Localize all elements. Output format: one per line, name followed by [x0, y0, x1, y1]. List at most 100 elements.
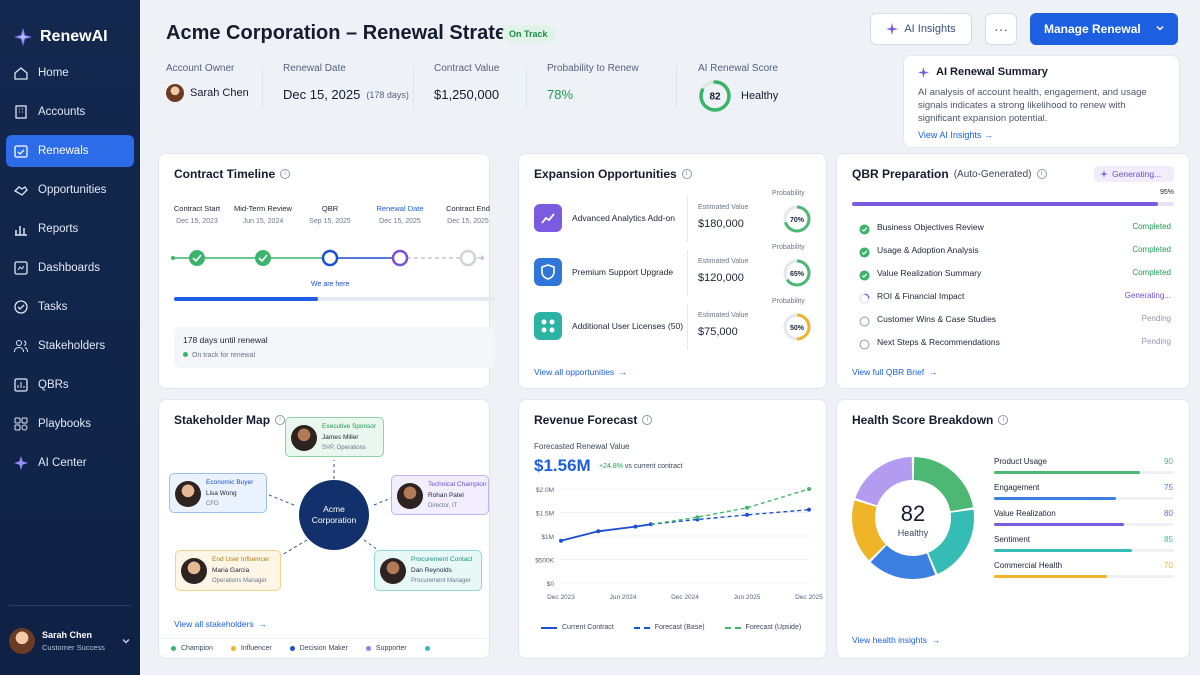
y-tick-label: $500K: [535, 558, 554, 565]
users-icon: [534, 312, 562, 340]
card-title: Revenue Forecast: [534, 413, 638, 427]
info-icon[interactable]: i: [642, 415, 653, 425]
legend-dot: [424, 646, 430, 651]
forecast-delta: +24.8%: [599, 463, 623, 470]
nav-item-stakeholders[interactable]: Stakeholders: [6, 330, 134, 362]
stakeholder-node[interactable]: Procurement Contact Dan Reynolds Procureme…: [374, 550, 482, 591]
info-icon[interactable]: i: [998, 415, 1009, 425]
nav-item-playbooks[interactable]: Playbooks: [6, 408, 134, 440]
owner-name[interactable]: Sarah Chen: [190, 87, 249, 99]
view-qbr-brief-link[interactable]: View full QBR Brief →: [852, 367, 938, 377]
user-profile[interactable]: Sarah Chen Customer Success: [9, 605, 131, 675]
card-title: Health Score Breakdown: [852, 413, 994, 427]
user-name: Sarah Chen: [42, 629, 93, 640]
manage-renewal-button[interactable]: Manage Renewal: [1030, 13, 1178, 45]
stakeholder-name: James Miller: [322, 434, 359, 441]
donut-slice[interactable]: [870, 545, 936, 579]
milestone-end-icon[interactable]: [459, 249, 477, 267]
stakeholder-name: Lisa Wong: [206, 490, 237, 497]
qbr-item-label: Value Realization Summary: [877, 268, 982, 278]
legend-label: Champion: [181, 645, 213, 652]
score-ring: 82: [699, 80, 731, 112]
metric-label: AI Renewal Score: [698, 63, 779, 74]
bar-chart-icon: [15, 226, 27, 236]
nav-label: Tasks: [38, 301, 68, 313]
view-all-stakeholders-link[interactable]: View all stakeholders →: [174, 619, 267, 629]
nav-item-reports[interactable]: Reports: [6, 213, 134, 245]
stakeholder-avatar: [291, 425, 317, 451]
view-ai-insights-link[interactable]: View AI Insights →: [918, 130, 993, 140]
view-health-insights-link[interactable]: View health insights →: [852, 635, 941, 645]
sparkle-icon: [1100, 170, 1108, 178]
opportunity-name: Advanced Analytics Add-on: [572, 213, 676, 223]
health-bar-fill: [994, 523, 1124, 526]
info-icon[interactable]: i: [681, 169, 692, 179]
opportunity-name: Premium Support Upgrade: [572, 267, 674, 277]
opportunity-row[interactable]: Premium Support Upgrade Estimated Value $1…: [534, 244, 814, 300]
sparkle-icon: [886, 23, 899, 35]
stakeholder-node[interactable]: End User Influencer Maria Garcia Operation…: [175, 550, 281, 591]
milestone-renewal-icon[interactable]: [391, 249, 409, 267]
stakeholder-node[interactable]: Economic Buyer Lisa Wong CFO: [169, 473, 267, 513]
view-all-opportunities-link[interactable]: View all opportunities →: [534, 367, 628, 377]
more-button[interactable]: ···: [985, 13, 1017, 45]
data-point: [745, 505, 749, 510]
legend-label: Current Contract: [562, 624, 614, 631]
qbr-item[interactable]: Usage & Adoption Analysis Completed: [859, 244, 1171, 258]
milestone-done-icon[interactable]: [255, 250, 271, 266]
opportunity-value: $120,000: [698, 272, 744, 284]
stakeholder-node[interactable]: Technical Champion Rohan Patel Director, I…: [391, 475, 489, 515]
nav-item-tasks[interactable]: Tasks: [6, 291, 134, 323]
divider: [687, 304, 688, 350]
nav-item-opportunities[interactable]: Opportunities: [6, 174, 134, 206]
nav-item-accounts[interactable]: Accounts: [6, 96, 134, 128]
user-role: Customer Success: [42, 642, 105, 652]
probability-ring: 65%: [783, 259, 811, 287]
donut-slice[interactable]: [852, 500, 886, 561]
milestone-current-icon[interactable]: [321, 249, 339, 267]
info-icon[interactable]: i: [280, 169, 291, 179]
qbr-item[interactable]: Value Realization Summary Completed: [859, 267, 1171, 281]
brand[interactable]: RenewAI: [0, 0, 140, 56]
milestone-label: QBR Sep 15, 2025: [290, 204, 370, 225]
info-icon[interactable]: i: [275, 415, 286, 425]
nav-item-qbrs[interactable]: QBRs: [6, 369, 134, 401]
sparkle-icon: [14, 456, 28, 470]
y-tick-label: $1.5M: [536, 511, 554, 518]
donut-slice[interactable]: [928, 509, 974, 574]
chevron-down-icon[interactable]: [121, 636, 131, 646]
health-metric-value: 70: [1164, 561, 1173, 570]
badge-label: Generating...: [1112, 169, 1162, 179]
nav-item-dashboards[interactable]: Dashboards: [6, 252, 134, 284]
milestone-label: Contract Start Dec 15, 2023: [157, 204, 237, 225]
nav-item-home[interactable]: Home: [6, 57, 134, 89]
estimated-label: Estimated Value: [698, 312, 749, 319]
grid-icon: [14, 417, 28, 431]
info-icon[interactable]: i: [1036, 169, 1047, 179]
account-node[interactable]: [299, 480, 369, 550]
milestone-done-icon[interactable]: [189, 250, 205, 266]
calendar-check-icon: [14, 145, 28, 158]
legend-swatch: [633, 626, 650, 629]
qbr-item[interactable]: ROI & Financial Impact Generating...: [859, 290, 1171, 304]
nav-item-ai-center[interactable]: AI Center: [6, 447, 134, 479]
metric-label: Account Owner: [166, 63, 235, 74]
stakeholder-avatar: [181, 558, 207, 584]
donut-slice[interactable]: [913, 457, 974, 512]
opportunity-value: $75,000: [698, 326, 738, 338]
opportunity-row[interactable]: Additional User Licenses (50) Estimated V…: [534, 298, 814, 354]
qbr-item-label: ROI & Financial Impact: [877, 291, 965, 301]
data-point: [596, 529, 601, 534]
analytics-icon: [534, 204, 562, 232]
ai-insights-button[interactable]: AI Insights: [870, 13, 972, 45]
stakeholder-map-card: Stakeholder Map i Acme Corporation Execut…: [158, 399, 490, 659]
qbr-item[interactable]: Customer Wins & Case Studies Pending: [859, 313, 1171, 327]
donut-slice[interactable]: [855, 457, 913, 506]
qbr-item[interactable]: Business Objectives Review Completed: [859, 221, 1171, 235]
stakeholder-avatar: [175, 481, 201, 507]
stakeholder-node[interactable]: Executive Sponsor James Miller SVP, Operat…: [285, 417, 384, 457]
qbr-item[interactable]: Next Steps & Recommendations Pending: [859, 336, 1171, 350]
legend-label: Forecast (Upside): [745, 624, 802, 631]
nav-item-renewals[interactable]: Renewals: [6, 135, 134, 167]
opportunity-row[interactable]: Advanced Analytics Add-on Estimated Value…: [534, 190, 814, 246]
